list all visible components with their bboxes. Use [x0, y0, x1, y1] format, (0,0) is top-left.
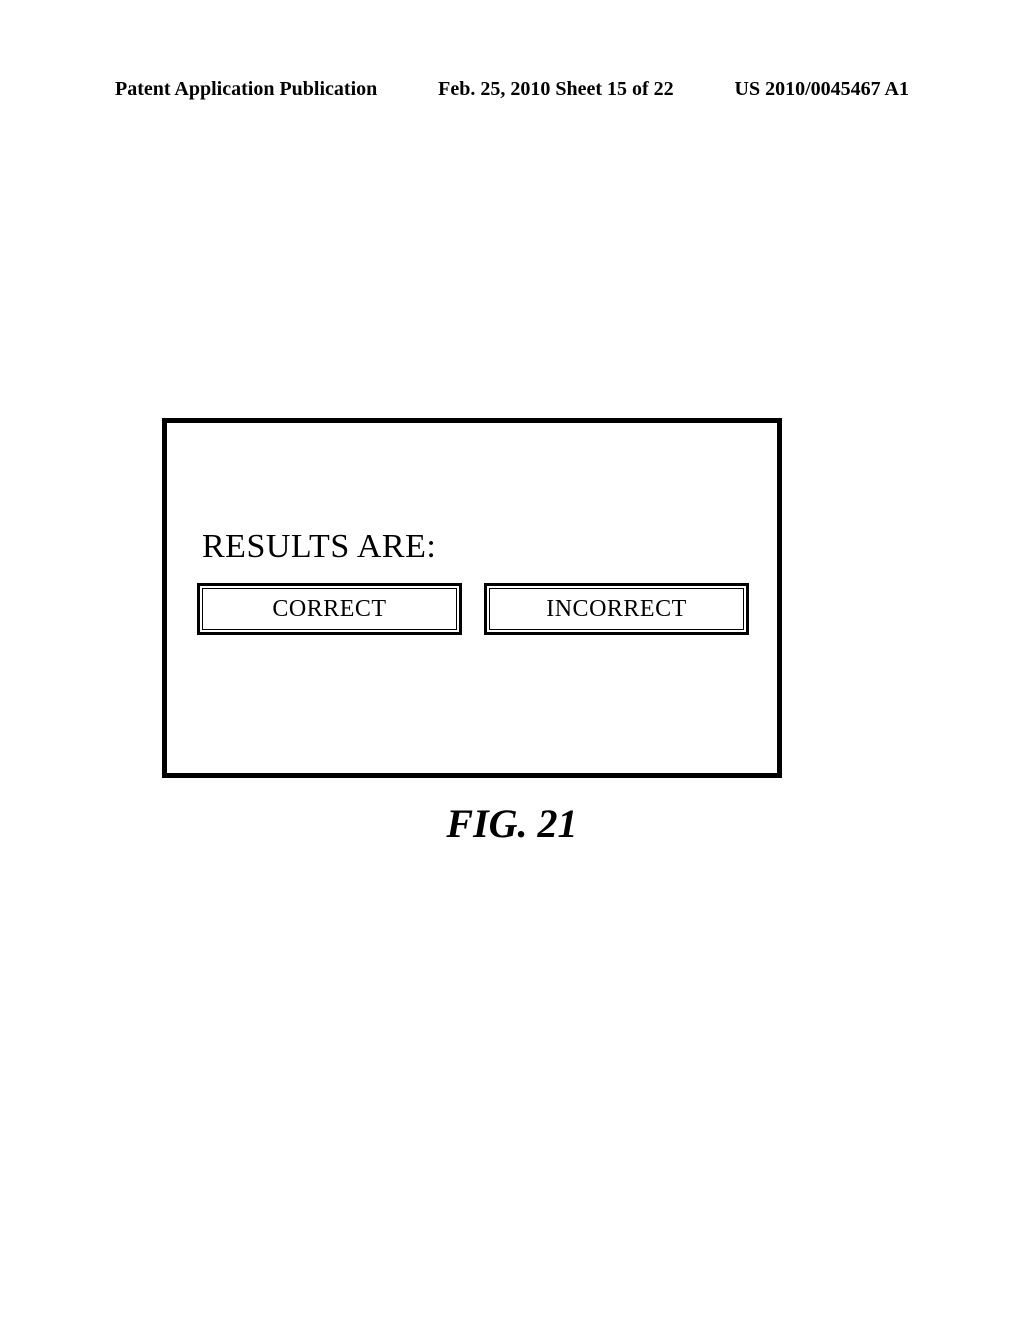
page-header: Patent Application Publication Feb. 25, … [0, 78, 1024, 101]
correct-button[interactable]: CORRECT [197, 583, 462, 635]
results-label: RESULTS ARE: [202, 528, 436, 566]
correct-button-label: CORRECT [272, 596, 386, 623]
publication-type: Patent Application Publication [115, 78, 377, 101]
date-sheet: Feb. 25, 2010 Sheet 15 of 22 [438, 78, 674, 101]
figure-caption: FIG. 21 [0, 800, 1024, 847]
incorrect-button-label: INCORRECT [546, 596, 687, 623]
incorrect-button[interactable]: INCORRECT [484, 583, 749, 635]
buttons-row: CORRECT INCORRECT [197, 583, 749, 635]
publication-number: US 2010/0045467 A1 [735, 78, 909, 101]
figure-box: RESULTS ARE: CORRECT INCORRECT [162, 418, 782, 778]
